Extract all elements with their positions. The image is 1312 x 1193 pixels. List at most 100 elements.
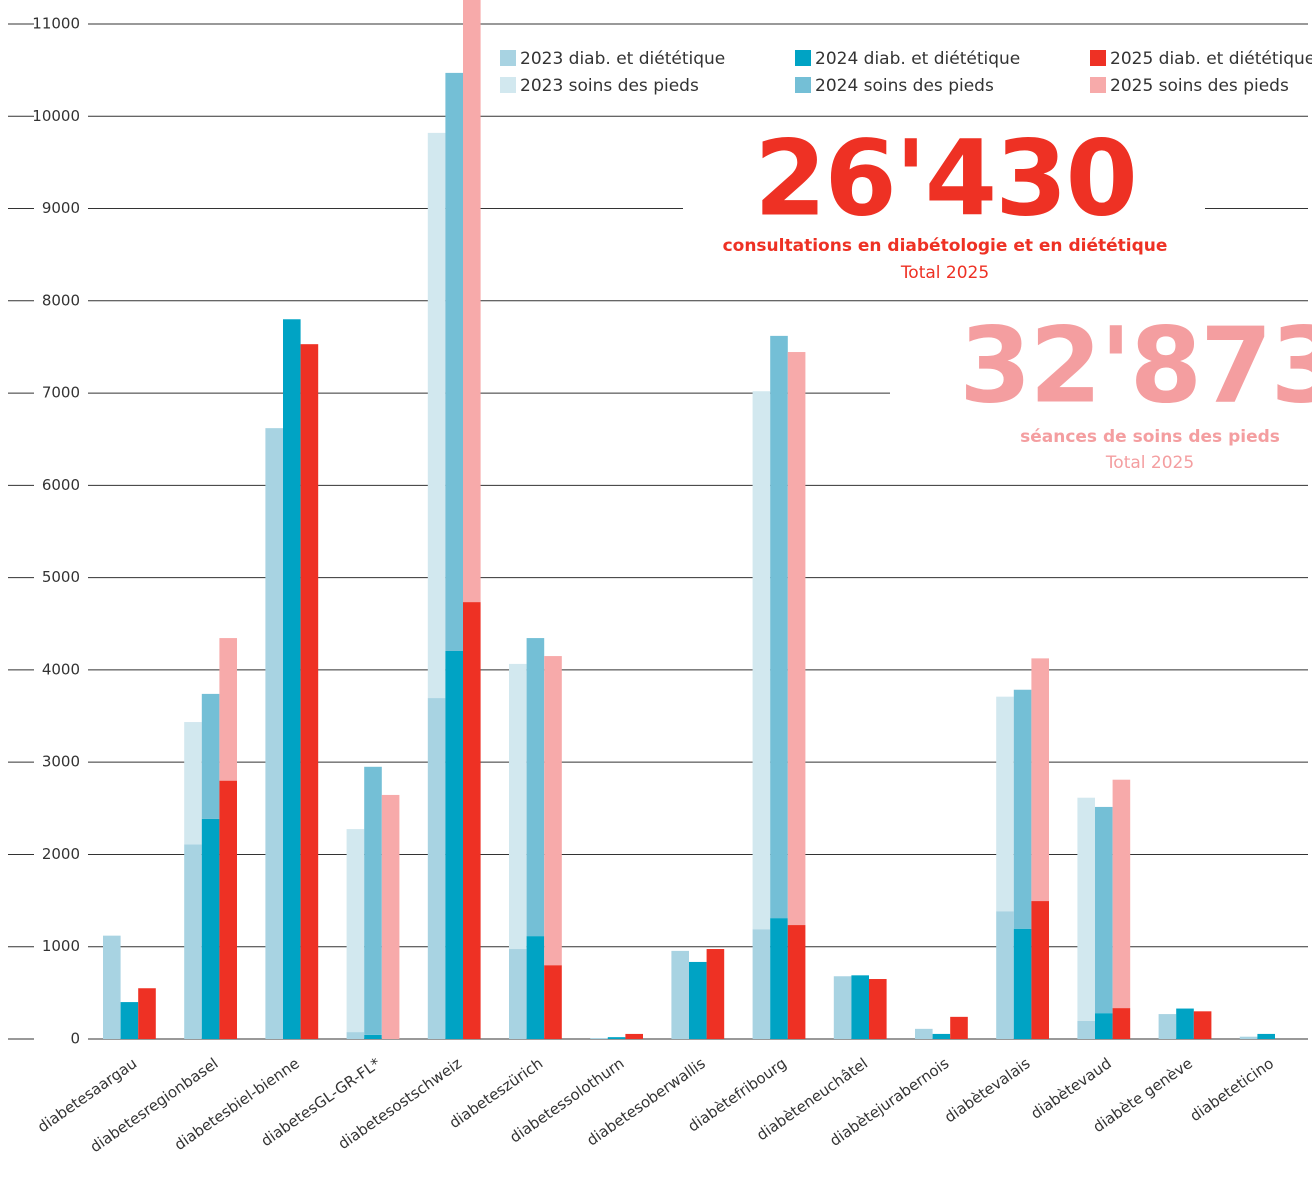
bar-segment xyxy=(381,794,400,1039)
bar-segment xyxy=(1239,1036,1258,1039)
bar-segment xyxy=(1077,797,1095,1022)
y-tick-label: 1000 xyxy=(42,937,80,955)
annotation-subtext: Total 2025 xyxy=(900,263,989,283)
y-tick-label: 5000 xyxy=(42,568,80,586)
annotation-value: 26'430 xyxy=(754,117,1136,239)
bar-segment xyxy=(1095,1013,1113,1039)
bar-segment xyxy=(1158,1014,1177,1039)
bar-segment xyxy=(544,656,562,966)
bar-segment xyxy=(509,949,527,1039)
bar-segment xyxy=(1031,901,1049,1039)
legend-label: 2024 diab. et diététique xyxy=(815,49,1020,69)
bar-segment xyxy=(427,698,446,1039)
bar-segment xyxy=(770,335,788,919)
bar-segment xyxy=(219,780,237,1039)
annotation-backdrop xyxy=(890,383,1312,403)
bar-segment xyxy=(1095,806,1113,1014)
annotation-backdrop xyxy=(683,195,1205,225)
bar-segment xyxy=(1176,1008,1194,1039)
legend-swatch xyxy=(795,77,811,93)
legend-swatch xyxy=(795,50,811,66)
bar-segment xyxy=(364,1034,382,1039)
bar-segment xyxy=(219,638,237,781)
y-tick-label: 3000 xyxy=(42,753,80,771)
bar-segment xyxy=(1013,928,1032,1039)
x-tick-label: diabeteticino xyxy=(1187,1054,1278,1125)
bar-segment xyxy=(526,638,545,937)
bar-segment xyxy=(590,1038,608,1039)
bar-segment xyxy=(120,1002,139,1039)
bar-segment xyxy=(1112,1008,1131,1039)
bar-segment xyxy=(787,925,806,1039)
bar-segment xyxy=(184,844,202,1039)
y-tick-label: 7000 xyxy=(42,384,80,402)
bar-segment xyxy=(689,961,707,1039)
annotation-subtext: Total 2025 xyxy=(1105,453,1194,473)
legend-swatch xyxy=(500,50,516,66)
legend-swatch xyxy=(500,77,516,93)
bar-segment xyxy=(526,936,545,1039)
bar-segment xyxy=(950,1016,968,1039)
bar-segment xyxy=(265,428,283,1040)
bar-segment xyxy=(184,722,202,845)
legend-label: 2023 soins des pieds xyxy=(520,76,699,96)
bar-segment xyxy=(445,72,463,651)
bar-segment xyxy=(201,818,220,1039)
bar-segment xyxy=(851,975,869,1039)
y-tick-label: 4000 xyxy=(42,660,80,678)
bar-segment xyxy=(283,319,301,1039)
bar-segment xyxy=(996,911,1014,1039)
bar-segment xyxy=(752,391,771,930)
bar-segment xyxy=(932,1033,951,1039)
bar-segment xyxy=(346,1032,365,1039)
legend-swatch xyxy=(1090,50,1106,66)
y-tick-label: 10000 xyxy=(32,107,80,125)
bar-segment xyxy=(346,829,365,1033)
bar-segment xyxy=(300,344,319,1039)
bar-segment xyxy=(996,696,1014,912)
bar-segment xyxy=(671,950,689,1039)
bar-segment xyxy=(752,929,771,1039)
bar-segment xyxy=(103,935,121,1039)
y-tick-label: 0 xyxy=(70,1030,80,1048)
bar-segment xyxy=(1112,779,1131,1009)
bar-segment xyxy=(869,979,887,1039)
y-tick-label: 9000 xyxy=(42,199,80,217)
y-tick-label: 11000 xyxy=(32,14,80,32)
annotation-value: 32'873 xyxy=(959,304,1312,426)
bar-segment xyxy=(201,693,220,819)
bar-segment xyxy=(463,602,481,1039)
legend-swatch xyxy=(1090,77,1106,93)
bar-segment xyxy=(625,1033,643,1039)
x-tick-label: diabètevalais xyxy=(941,1054,1034,1126)
y-tick-label: 2000 xyxy=(42,845,80,863)
bar-segment xyxy=(1257,1033,1275,1039)
bar-segment xyxy=(1013,689,1032,929)
bar-segment xyxy=(364,766,382,1035)
bar-segment xyxy=(1031,658,1049,902)
bar-segment xyxy=(706,949,725,1039)
y-tick-label: 8000 xyxy=(42,291,80,309)
bars xyxy=(103,0,1275,1040)
bar-segment xyxy=(509,663,527,950)
legend-label: 2025 soins des pieds xyxy=(1110,76,1289,96)
bar-segment xyxy=(770,918,788,1039)
bar-segment xyxy=(787,352,806,926)
bar-segment xyxy=(607,1037,626,1039)
annotation-text: consultations en diabétologie et en diét… xyxy=(723,236,1168,256)
bar-segment xyxy=(445,650,463,1039)
bar-segment xyxy=(915,1028,933,1039)
legend-label: 2024 soins des pieds xyxy=(815,76,994,96)
bar-segment xyxy=(833,976,852,1039)
bar-segment xyxy=(427,132,446,699)
bar-segment xyxy=(1193,1011,1212,1039)
bar-segment xyxy=(463,0,481,603)
bar-segment xyxy=(1077,1021,1095,1039)
legend-label: 2023 diab. et diététique xyxy=(520,49,725,69)
y-tick-label: 6000 xyxy=(42,476,80,494)
legend-label: 2025 diab. et diététique xyxy=(1110,49,1312,69)
bar-segment xyxy=(138,988,156,1039)
annotation-text: séances de soins des pieds xyxy=(1020,427,1280,447)
bar-segment xyxy=(544,965,562,1039)
